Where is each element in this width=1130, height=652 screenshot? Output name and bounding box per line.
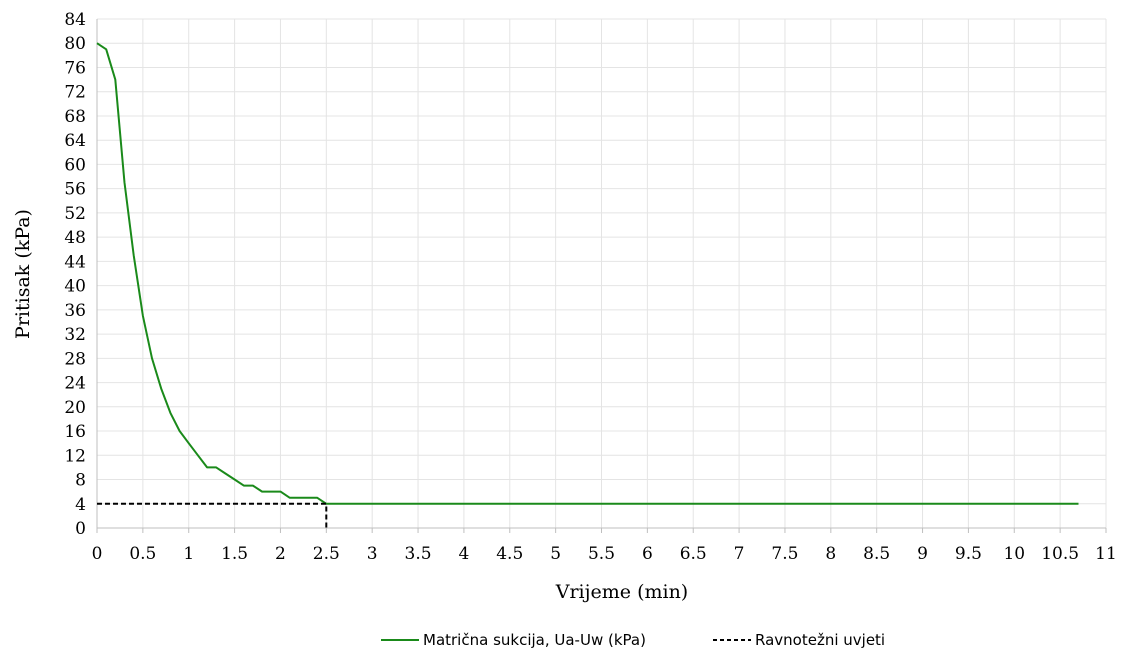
x-tick-label: 6: [642, 544, 653, 564]
y-tick-label: 48: [64, 228, 86, 248]
x-tick-label: 2.5: [313, 544, 340, 564]
x-tick-label: 7.5: [771, 544, 798, 564]
series-line-0: [97, 43, 1079, 504]
y-tick-label: 36: [64, 301, 86, 321]
x-tick-label: 1: [183, 544, 194, 564]
y-tick-label: 52: [64, 204, 86, 224]
y-tick-label: 24: [64, 374, 86, 394]
y-axis-title: Pritisak (kPa): [12, 209, 34, 339]
y-tick-label: 56: [64, 180, 86, 200]
y-tick-label: 80: [64, 34, 86, 54]
x-tick-label: 6.5: [680, 544, 707, 564]
legend: Matrična sukcija, Ua-Uw (kPa) Ravnotežni…: [381, 631, 885, 649]
y-tick-label: 40: [64, 277, 86, 297]
y-tick-label: 76: [64, 58, 86, 78]
series-line-1: [97, 504, 326, 528]
y-tick-label: 60: [64, 155, 86, 175]
y-tick-label: 4: [75, 495, 86, 515]
gridlines: [97, 19, 1106, 528]
x-tick-label: 9: [917, 544, 928, 564]
x-tick-label: 3: [367, 544, 378, 564]
x-axis-title: Vrijeme (min): [555, 581, 688, 603]
y-tick-label: 84: [64, 10, 86, 30]
y-tick-label: 72: [64, 83, 86, 103]
x-tick-label: 8.5: [863, 544, 890, 564]
y-tick-label: 64: [64, 131, 86, 151]
x-tick-label: 0: [92, 544, 103, 564]
y-tick-label: 28: [64, 349, 86, 369]
x-tick-label: 1.5: [221, 544, 248, 564]
y-tick-label: 12: [64, 446, 86, 466]
y-tick-label: 32: [64, 325, 86, 345]
x-tick-label: 5: [550, 544, 561, 564]
x-tick-label: 3.5: [405, 544, 432, 564]
x-tick-label: 8: [825, 544, 836, 564]
x-tick-label: 11: [1095, 544, 1117, 564]
x-tick-label: 2: [275, 544, 286, 564]
y-tick-label: 16: [64, 422, 86, 442]
y-tick-label: 68: [64, 107, 86, 127]
x-tick-label: 7: [734, 544, 745, 564]
y-tick-label: 8: [75, 471, 86, 491]
y-tick-label: 44: [64, 252, 86, 272]
x-tick-label: 0.5: [129, 544, 156, 564]
x-tick-label: 9.5: [955, 544, 982, 564]
x-tick-label: 4: [458, 544, 469, 564]
x-tick-label: 10: [1003, 544, 1025, 564]
y-tick-label: 0: [75, 519, 86, 539]
tick-labels: 0481216202428323640444852566064687276808…: [64, 10, 1116, 564]
x-tick-label: 5.5: [588, 544, 615, 564]
legend-label-series-1: Ravnotežni uvjeti: [755, 631, 885, 649]
y-tick-label: 20: [64, 398, 86, 418]
x-tick-label: 10.5: [1041, 544, 1079, 564]
legend-label-series-0: Matrična sukcija, Ua-Uw (kPa): [423, 631, 646, 649]
x-tick-label: 4.5: [496, 544, 523, 564]
